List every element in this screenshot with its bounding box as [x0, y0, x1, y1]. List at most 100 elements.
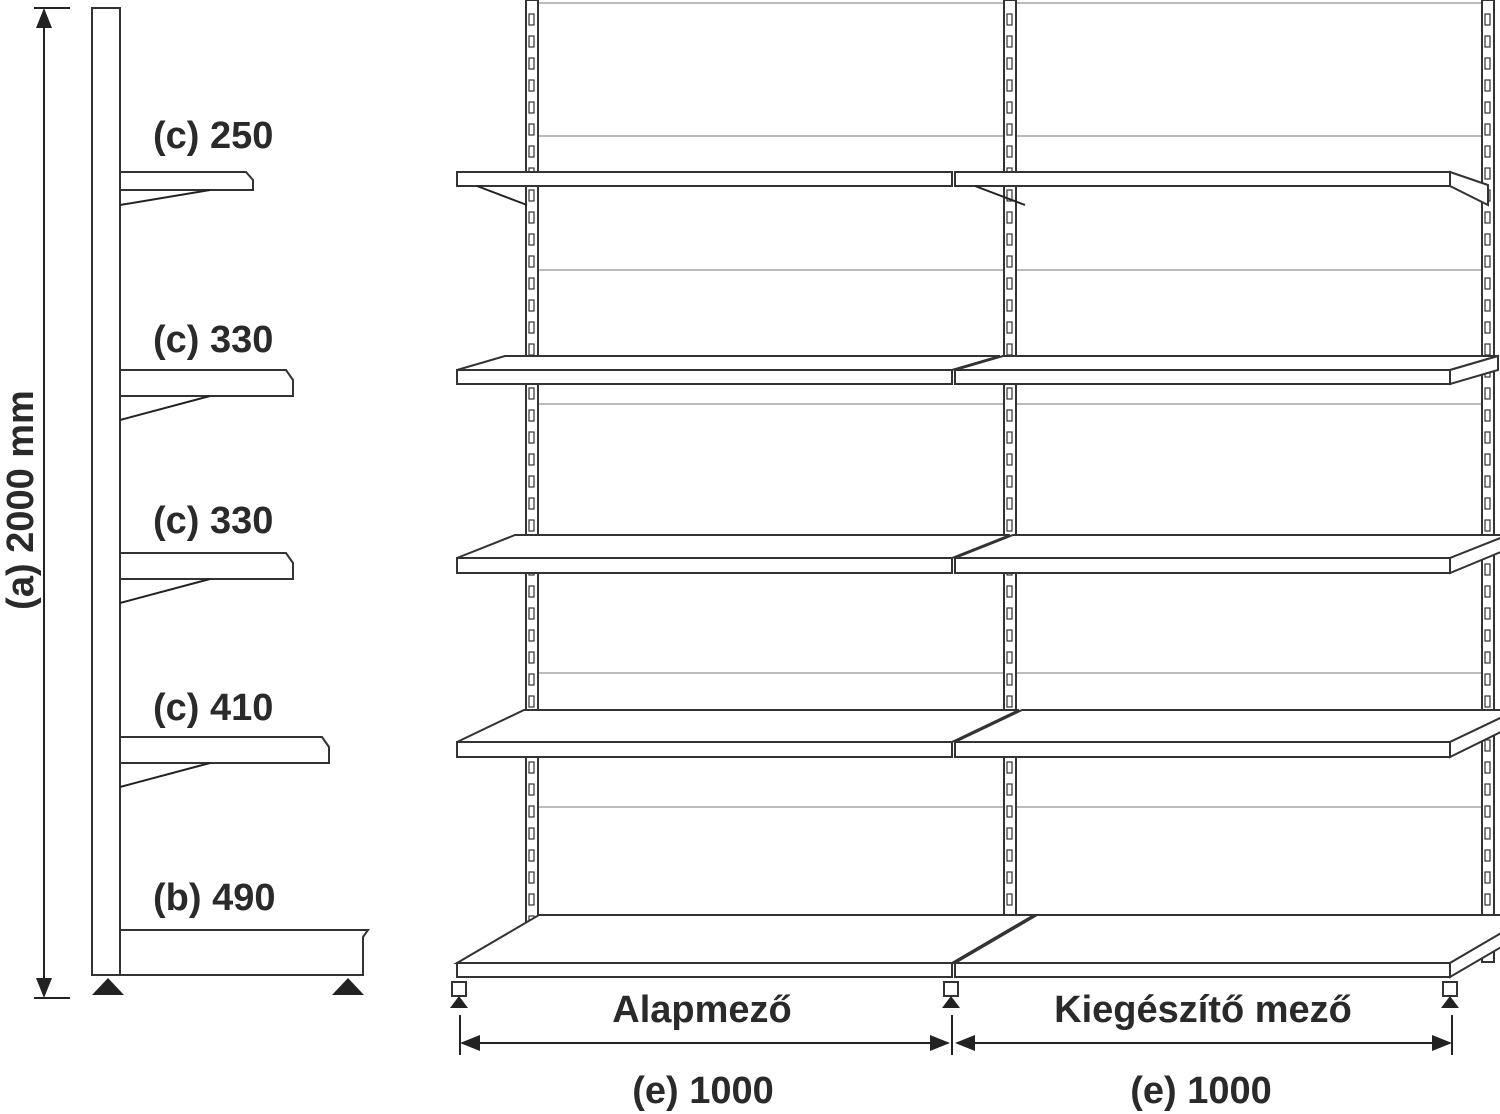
drawing-part	[528, 497, 535, 510]
drawing-part	[528, 255, 535, 268]
drawing-part	[528, 783, 535, 796]
drawing-part	[1006, 849, 1013, 862]
drawing-part	[1006, 673, 1013, 686]
drawing-part	[528, 475, 535, 488]
drawing-part	[528, 893, 535, 906]
drawing-part	[942, 996, 960, 1008]
drawing	[34, 0, 1500, 1055]
drawing-part	[456, 171, 953, 187]
width-label: (e) 1000	[632, 1070, 774, 1112]
drawing-part	[1006, 497, 1013, 510]
drawing-part	[1484, 123, 1491, 136]
drawing-part	[1484, 805, 1491, 818]
drawing-part	[951, 914, 1500, 964]
drawing-part	[954, 709, 1500, 743]
drawing-part	[528, 409, 535, 422]
drawing-part	[1484, 79, 1491, 92]
drawing-part	[1484, 57, 1491, 70]
drawing-part	[974, 185, 1026, 206]
drawing-part	[528, 101, 535, 114]
drawing-part	[1484, 409, 1491, 422]
base-label: (b) 490	[153, 877, 275, 919]
drawing-part	[456, 741, 953, 758]
drawing-part	[1484, 739, 1491, 752]
drawing-part	[1006, 79, 1013, 92]
drawing-part	[1449, 170, 1489, 207]
drawing-part	[528, 673, 535, 686]
drawing-part	[1006, 651, 1013, 664]
drawing-part	[1441, 996, 1459, 1008]
drawing-part	[954, 171, 1451, 187]
drawing-part	[1484, 167, 1491, 180]
drawing-part	[456, 534, 1011, 559]
drawing-part	[1006, 871, 1013, 884]
drawing-part	[1484, 321, 1491, 334]
drawing-part	[1484, 563, 1491, 576]
drawing-part	[456, 557, 953, 574]
drawing-part	[528, 277, 535, 290]
shelf-label: (c) 330	[153, 319, 273, 361]
drawing-part	[1006, 123, 1013, 136]
drawing-part	[528, 431, 535, 444]
drawing-part	[1006, 255, 1013, 268]
drawing-part	[456, 355, 1001, 371]
drawing-part	[1006, 409, 1013, 422]
drawing-part	[1449, 717, 1500, 759]
drawing-part	[528, 57, 535, 70]
drawing-part	[1484, 387, 1491, 400]
drawing-part	[1484, 211, 1491, 224]
drawing-part	[528, 585, 535, 598]
drawing-part	[1006, 277, 1013, 290]
drawing-part	[943, 981, 959, 997]
drawing-part	[528, 123, 535, 136]
drawing-part	[1006, 299, 1013, 312]
drawing-part	[528, 849, 535, 862]
drawing-part	[1006, 893, 1013, 906]
side-brackets	[119, 171, 370, 976]
drawing-part	[528, 607, 535, 620]
drawing-part	[1484, 585, 1491, 598]
drawing-part	[528, 189, 535, 202]
drawing-part	[528, 211, 535, 224]
width-label: (e) 1000	[1130, 1070, 1272, 1112]
drawing-part	[954, 534, 1500, 559]
drawing-part	[954, 557, 1451, 574]
drawing-part	[1484, 299, 1491, 312]
drawing-part	[1484, 673, 1491, 686]
drawing-part	[456, 709, 1020, 743]
drawing-part	[954, 369, 1451, 385]
shelf-label: (c) 330	[153, 500, 273, 542]
shelf-label: (c) 250	[153, 115, 273, 157]
drawing-part	[1484, 871, 1491, 884]
drawing-part	[954, 962, 1451, 978]
drawing-part	[1484, 849, 1491, 862]
drawing-part	[476, 185, 528, 206]
drawing-part	[450, 996, 468, 1008]
drawing-part	[456, 962, 953, 978]
drawing-part	[528, 387, 535, 400]
drawing-part	[528, 519, 535, 532]
drawing-part	[1484, 651, 1491, 664]
drawing-part	[528, 871, 535, 884]
drawing-part	[1484, 827, 1491, 840]
drawing-part	[1006, 13, 1013, 26]
drawing-part	[1006, 387, 1013, 400]
drawing-part	[1006, 761, 1013, 774]
drawing-part	[1484, 431, 1491, 444]
drawing-part	[1006, 321, 1013, 334]
drawing-part	[1006, 145, 1013, 158]
drawing-part	[528, 827, 535, 840]
drawing-part	[528, 13, 535, 26]
drawing-part	[528, 35, 535, 48]
drawing-part	[528, 79, 535, 92]
drawing-part	[1484, 695, 1491, 708]
drawing-part	[1449, 537, 1500, 575]
drawing-part	[1484, 453, 1491, 466]
drawing-part	[525, 0, 539, 963]
drawing-part	[1003, 0, 1017, 963]
drawing-part	[1006, 189, 1013, 202]
drawing-part	[528, 233, 535, 246]
drawing-part	[1006, 805, 1013, 818]
drawing-part	[453, 914, 1038, 964]
